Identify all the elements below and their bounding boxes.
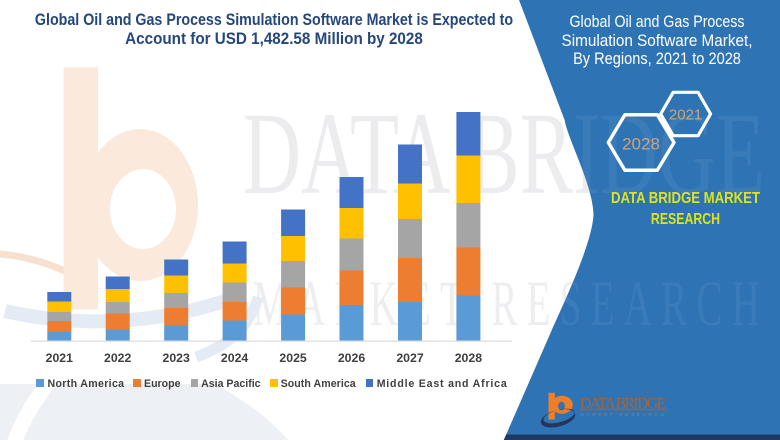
svg-text:DATA BRIDGE: DATA BRIDGE — [580, 395, 666, 412]
svg-text:2021: 2021 — [669, 106, 702, 123]
svg-text:2028: 2028 — [622, 135, 660, 154]
svg-text:MARKET RESEARCH: MARKET RESEARCH — [580, 412, 664, 418]
